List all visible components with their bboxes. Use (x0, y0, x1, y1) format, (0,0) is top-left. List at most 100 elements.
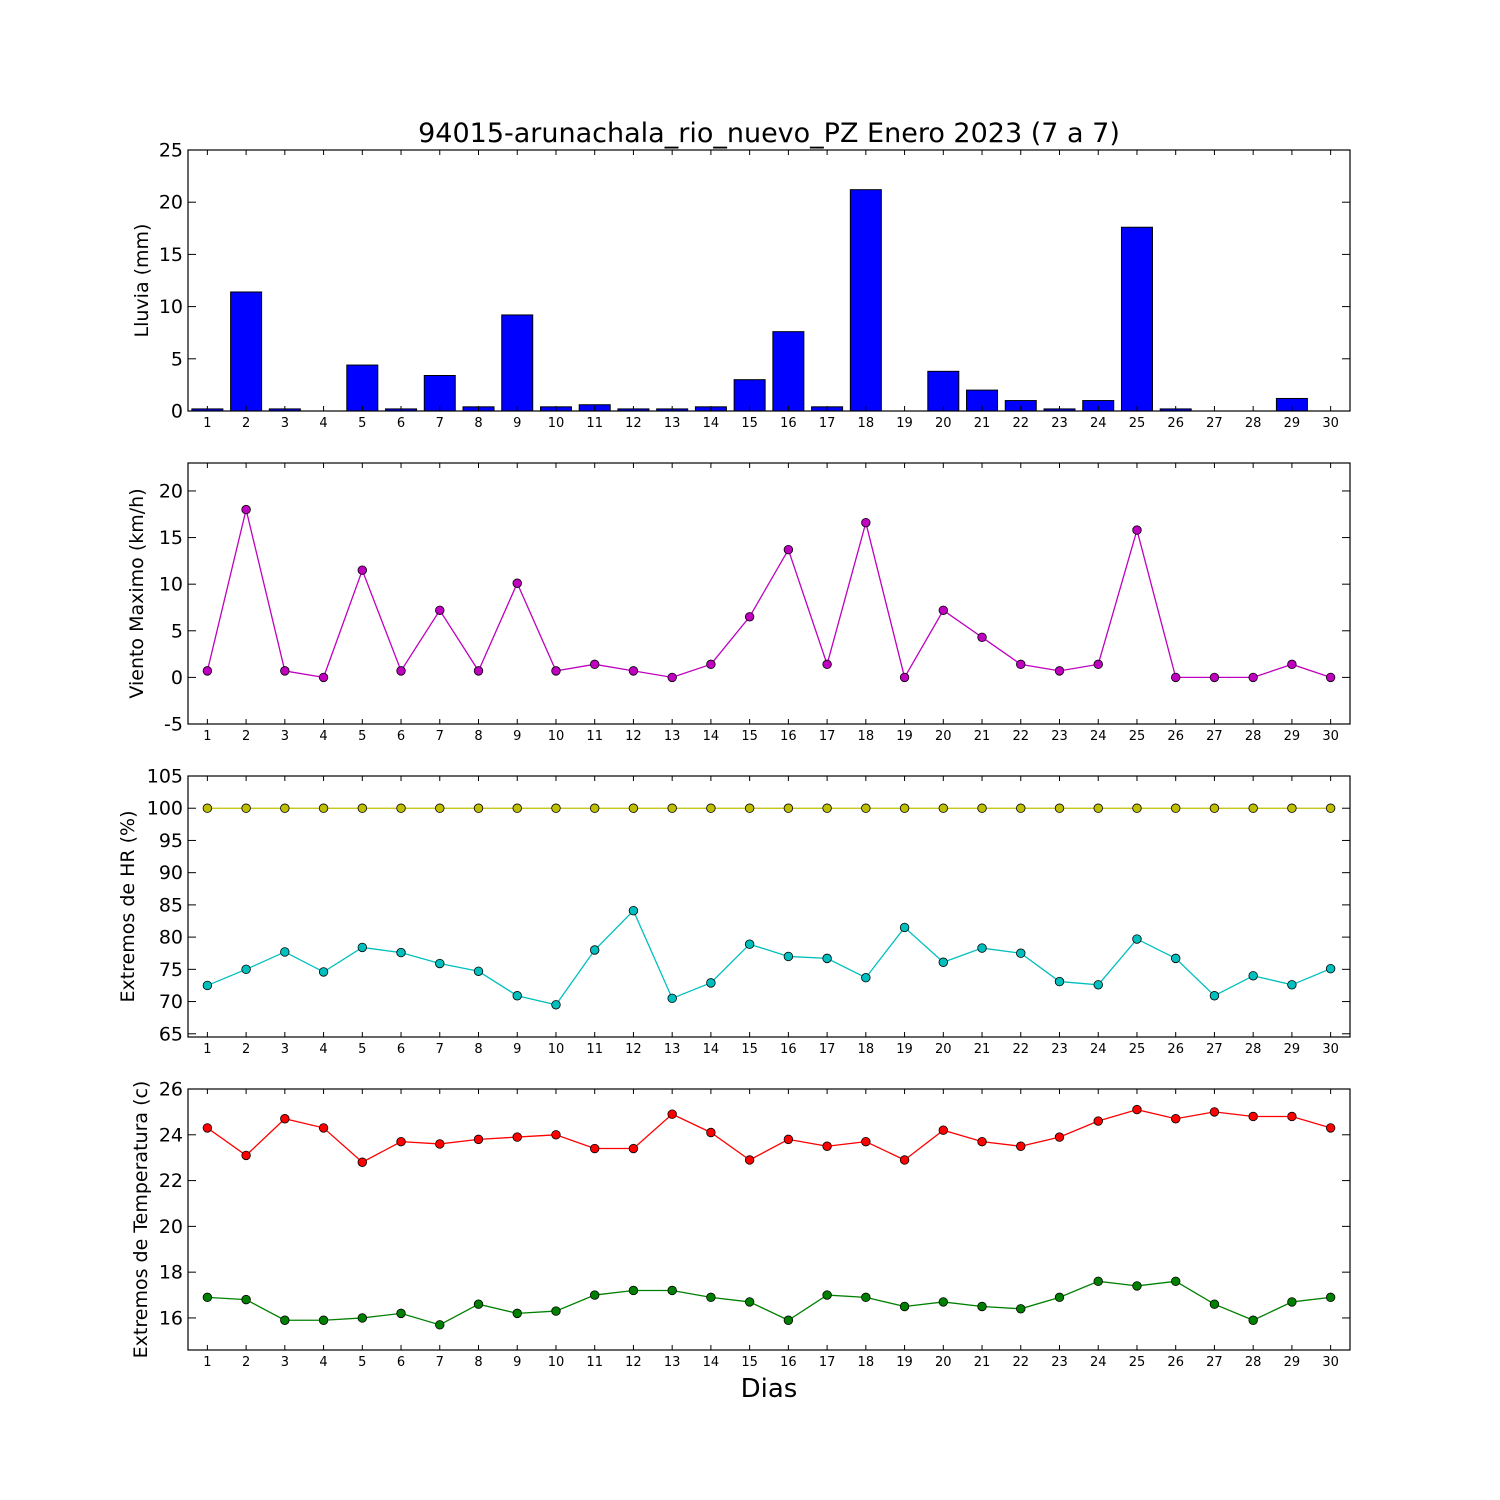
temperature-axes-frame (187, 1088, 1351, 1351)
wind-point (241, 504, 251, 515)
humidity-x-tick-label: 22 (1012, 1042, 1029, 1057)
rain-x-tick-label: 30 (1322, 416, 1339, 431)
rain-x-tick-label: 15 (741, 416, 758, 431)
temperature-series-line (206, 1108, 1331, 1164)
wind-y-tick-label: -5 (164, 714, 183, 736)
wind-point (357, 565, 368, 575)
humidity-y-tick-label: 85 (159, 894, 183, 916)
humidity-point (822, 953, 832, 964)
temperature-x-tick-label: 30 (1322, 1355, 1339, 1370)
humidity-x-tick-label: 5 (358, 1042, 366, 1057)
humidity-point (861, 803, 871, 813)
rain-x-tick-label: 6 (397, 416, 405, 431)
temperature-y-tick-label: 18 (159, 1262, 183, 1284)
temperature-point (551, 1306, 561, 1316)
wind-x-tick-label: 13 (664, 729, 681, 744)
temperature-point (628, 1285, 639, 1296)
temperature-x-tick-label: 8 (474, 1355, 482, 1370)
humidity-y-tick-label: 90 (159, 862, 183, 884)
humidity-x-tick-label: 14 (703, 1042, 720, 1057)
wind-point (1093, 659, 1103, 670)
wind-point (783, 544, 794, 555)
wind-x-tick-label: 7 (436, 729, 444, 744)
humidity-point (1170, 803, 1181, 813)
humidity-x-tick-label: 26 (1167, 1042, 1184, 1057)
rain-x-tick-label: 11 (586, 416, 603, 431)
x-axis-label: Dias (741, 1374, 798, 1404)
temperature-point (1209, 1107, 1220, 1117)
humidity-point (1016, 948, 1026, 958)
temperature-point (1132, 1104, 1142, 1115)
temperature-point (977, 1301, 987, 1312)
humidity-point (1170, 953, 1181, 964)
temperature-point (590, 1290, 600, 1300)
humidity-point (1248, 803, 1258, 813)
temperature-point (280, 1114, 290, 1124)
temperature-x-tick-label: 9 (513, 1355, 521, 1370)
temperature-point (435, 1320, 445, 1330)
wind-x-tick-label: 3 (281, 729, 289, 744)
wind-axes-frame (187, 462, 1351, 725)
humidity-point (396, 947, 406, 958)
temperature-point (1287, 1111, 1297, 1122)
rain-x-tick-label: 29 (1284, 416, 1301, 431)
wind-x-tick-label: 1 (203, 729, 211, 744)
wind-y-tick-label: 15 (159, 527, 183, 549)
rain-bar (346, 364, 379, 412)
temperature-point (202, 1123, 213, 1133)
wind-point (628, 666, 639, 676)
temperature-point (1209, 1299, 1220, 1309)
rain-x-tick-label: 17 (819, 416, 836, 431)
temperature-x-tick-label: 25 (1129, 1355, 1146, 1370)
humidity-point (551, 803, 561, 813)
rain-y-tick-label: 0 (171, 401, 183, 423)
humidity-point (473, 966, 484, 976)
temperature-point (667, 1109, 677, 1119)
wind-point (667, 672, 677, 683)
humidity-y-tick-label: 100 (147, 798, 183, 820)
temperature-point (1132, 1281, 1142, 1291)
humidity-point (1325, 803, 1336, 813)
temperature-point (512, 1308, 522, 1319)
temperature-point (590, 1143, 600, 1154)
humidity-point (512, 803, 522, 813)
humidity-point (1209, 991, 1220, 1001)
humidity-point (318, 803, 329, 813)
rain-bar (772, 331, 805, 412)
humidity-x-tick-label: 3 (281, 1042, 289, 1057)
temperature-point (1325, 1292, 1336, 1303)
temperature-point (938, 1297, 949, 1307)
wind-point (706, 659, 716, 670)
temperature-point (473, 1299, 484, 1309)
wind-x-tick-label: 21 (974, 729, 991, 744)
rain-axes-frame (187, 149, 1351, 412)
rain-y-tick-label: 5 (171, 348, 183, 370)
wind-point (938, 605, 949, 615)
temperature-point (667, 1285, 677, 1296)
humidity-point (1093, 980, 1103, 990)
wind-y-axis-label: Viento Maximo (km/h) (126, 488, 148, 698)
humidity-x-tick-label: 6 (397, 1042, 405, 1057)
humidity-point (396, 803, 406, 813)
humidity-point (1016, 803, 1026, 813)
humidity-y-axis-label: Extremos de HR (%) (117, 810, 139, 1002)
humidity-x-tick-label: 27 (1206, 1042, 1223, 1057)
humidity-x-tick-label: 1 (203, 1042, 211, 1057)
humidity-x-tick-label: 17 (819, 1042, 836, 1057)
rain-y-tick-label: 25 (159, 140, 183, 162)
wind-y-tick-label: 5 (171, 620, 183, 642)
wind-x-tick-label: 16 (780, 729, 797, 744)
humidity-x-tick-label: 4 (319, 1042, 327, 1057)
rain-x-tick-label: 7 (436, 416, 444, 431)
humidity-point (241, 803, 251, 813)
temperature-point (861, 1292, 871, 1303)
temperature-x-tick-label: 24 (1090, 1355, 1107, 1370)
rain-x-tick-label: 2 (242, 416, 250, 431)
humidity-x-tick-label: 28 (1245, 1042, 1262, 1057)
temperature-point (938, 1125, 949, 1135)
temperature-x-tick-label: 5 (358, 1355, 366, 1370)
humidity-x-tick-label: 21 (974, 1042, 991, 1057)
temperature-x-tick-label: 23 (1051, 1355, 1068, 1370)
temperature-x-tick-label: 7 (436, 1355, 444, 1370)
humidity-x-tick-label: 25 (1129, 1042, 1146, 1057)
